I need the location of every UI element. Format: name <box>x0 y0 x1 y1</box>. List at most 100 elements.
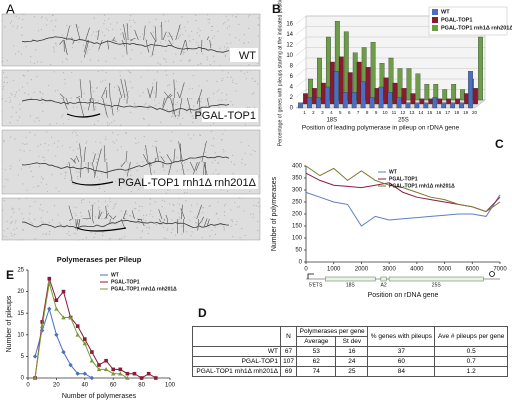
grain <box>197 27 199 29</box>
grain <box>113 205 115 208</box>
grain <box>92 109 94 111</box>
annotation: 25S <box>398 118 409 124</box>
grain <box>257 24 259 26</box>
grain <box>149 213 151 215</box>
grain <box>188 107 190 109</box>
grain <box>77 148 79 150</box>
grain <box>174 88 177 90</box>
grain <box>151 82 154 85</box>
transcript <box>209 39 212 49</box>
grain <box>10 165 12 167</box>
grain <box>93 123 96 126</box>
grain <box>211 37 214 39</box>
grain <box>29 166 31 168</box>
grain <box>223 227 225 229</box>
grain <box>177 117 179 119</box>
grain <box>139 36 141 38</box>
grain <box>120 124 122 126</box>
grain <box>53 46 55 48</box>
grain <box>164 58 166 60</box>
grain <box>10 20 13 22</box>
grain <box>15 220 17 222</box>
transcript <box>106 161 108 179</box>
transcript <box>140 218 145 227</box>
grain <box>15 15 17 17</box>
grain <box>23 13 25 16</box>
transcript <box>155 146 160 163</box>
x-tick-label: 5 <box>339 110 342 115</box>
grain <box>257 220 259 223</box>
x-axis-label: Position on rDNA gene <box>368 292 439 299</box>
x-tick-label: 6 <box>348 110 351 115</box>
grain <box>51 14 54 16</box>
grain <box>92 45 94 47</box>
grain <box>141 205 143 208</box>
grain <box>6 82 8 84</box>
grain <box>24 92 26 94</box>
legend-swatch <box>432 25 438 31</box>
transcript <box>187 97 192 114</box>
grain <box>5 236 7 238</box>
grain <box>74 212 76 214</box>
x-tick-label: 0 <box>304 267 308 273</box>
table-cell: 74 <box>296 366 337 377</box>
grain <box>39 208 41 210</box>
grain <box>190 210 192 212</box>
grain <box>51 136 53 138</box>
grain <box>102 80 104 82</box>
bracket <box>71 181 114 186</box>
label-background <box>202 108 258 122</box>
transcript <box>98 212 102 220</box>
grain <box>140 76 142 78</box>
grain <box>233 163 236 165</box>
grain <box>114 86 116 88</box>
grain <box>109 83 111 85</box>
point <box>47 276 52 281</box>
grain <box>212 145 215 147</box>
grain <box>232 173 234 175</box>
gene-region <box>388 276 484 282</box>
grain <box>4 76 6 79</box>
grain <box>45 183 48 185</box>
grain <box>43 156 45 159</box>
x-tick-label: 15 <box>427 110 433 115</box>
transcript <box>107 39 109 50</box>
grain <box>230 42 232 44</box>
grain <box>253 106 255 108</box>
grain <box>238 39 240 41</box>
grain <box>134 102 136 104</box>
grain <box>18 159 21 161</box>
grain <box>106 28 108 30</box>
grain <box>158 155 160 158</box>
micrograph <box>1 197 261 241</box>
grain <box>45 232 47 235</box>
grain <box>212 172 214 175</box>
grain <box>26 189 28 191</box>
label-background <box>230 48 258 62</box>
grain <box>129 215 132 217</box>
grain <box>166 229 168 231</box>
grain <box>188 35 190 37</box>
grain <box>211 229 213 231</box>
x-tick-label: 60 <box>110 383 117 389</box>
transcript <box>175 24 181 41</box>
grain <box>114 180 116 183</box>
grain <box>17 119 19 121</box>
grain <box>183 162 186 164</box>
grain <box>175 103 177 106</box>
y-tick-label: 10 <box>286 53 293 59</box>
bar <box>396 97 402 109</box>
grain <box>71 47 73 49</box>
transcript <box>163 91 170 99</box>
transcript <box>68 205 74 220</box>
grain <box>11 221 14 223</box>
point <box>75 332 80 337</box>
transcript <box>78 97 85 118</box>
grain <box>230 219 232 221</box>
grain <box>208 97 210 99</box>
grain <box>231 221 234 223</box>
grain <box>37 145 39 147</box>
table-row: PGAL-TOP1 107 62 24 60 0.7 <box>192 356 508 367</box>
grain <box>196 203 198 205</box>
grain <box>221 80 223 82</box>
